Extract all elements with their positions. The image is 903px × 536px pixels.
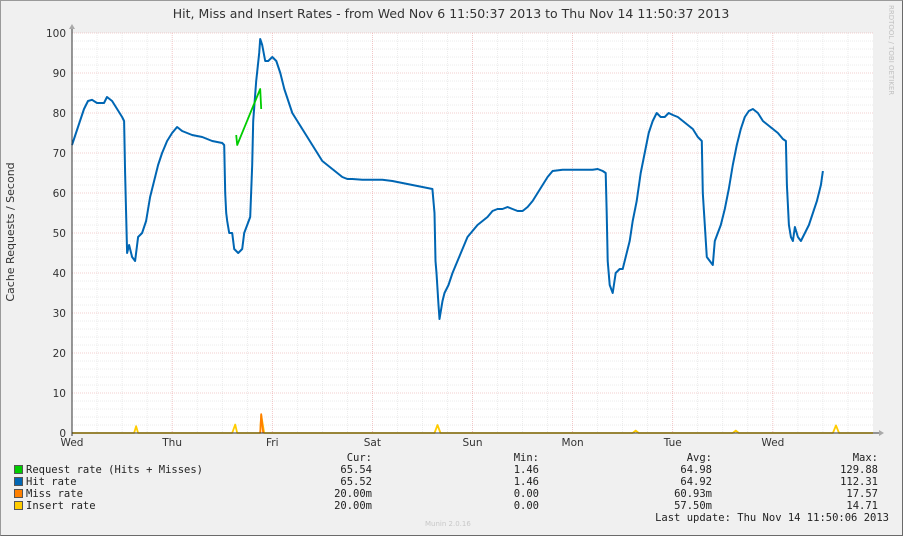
legend-label: Hit rate [26,476,77,488]
series-request-rate-hits-misses [235,88,263,146]
x-tick-label: Tue [663,437,682,449]
legend-cur: 65.52 [340,476,372,488]
col-header-max: Max: [852,452,878,464]
x-tick-label: Fri [266,437,279,449]
legend-cur: 20.00m [334,500,372,512]
y-tick-label: 60 [53,188,66,200]
series-hit-rate [71,38,824,320]
series-miss-rate [259,413,265,434]
x-tick-label: Sat [364,437,381,449]
legend-min: 0.00 [513,500,539,512]
y-tick-label: 90 [53,68,66,80]
col-header-min: Min: [513,452,539,464]
y-tick-label: 70 [53,148,66,160]
legend-label: Miss rate [26,488,83,500]
col-header-avg: Avg: [686,452,712,464]
legend-avg: 60.93m [674,488,712,500]
legend-max: 129.88 [840,464,878,476]
legend-label: Insert rate [26,500,96,512]
legend-swatch-hit-rate [14,476,23,486]
chart-title: Hit, Miss and Insert Rates - from Wed No… [173,6,730,21]
legend-swatch-insert-rate [14,500,23,510]
legend-row-insert-rate: Insert rate 20.00m 0.00 57.50m 14.71 [14,500,878,512]
legend-cur: 65.54 [340,464,372,476]
legend-min: 1.46 [513,476,539,488]
legend-label: Request rate (Hits + Misses) [26,464,204,476]
y-axis-arrow [69,24,75,29]
legend-swatch-miss-rate [14,488,23,498]
legend-cur: 20.00m [334,488,372,500]
munin-version-text: Munin 2.0.16 [425,520,471,528]
legend-avg: 64.98 [680,464,712,476]
x-tick-label: Thu [161,437,182,449]
rrdtool-watermark: RRDTOOL / TOBI OETIKER [887,5,895,95]
y-tick-label: 10 [53,388,66,400]
y-tick-label: 0 [59,428,66,440]
y-tick-label: 50 [53,228,66,240]
x-tick-label: Wed [61,437,84,449]
legend-row-hit-rate: Hit rate 65.52 1.46 64.92 112.31 [14,476,878,488]
legend-min: 1.46 [513,464,539,476]
legend-row-request-rate: Request rate (Hits + Misses) 65.54 1.46 … [14,464,878,476]
y-tick-label: 30 [53,308,66,320]
legend-max: 112.31 [840,476,878,488]
y-axis-label: Cache Requests / Second [4,162,17,301]
x-axis-arrow [879,430,884,436]
legend-max: 17.57 [846,488,878,500]
legend-avg: 64.92 [680,476,712,488]
legend-avg: 57.50m [674,500,712,512]
x-tick-label: Sun [463,437,483,449]
y-tick-label: 80 [53,108,66,120]
legend-min: 0.00 [513,488,539,500]
y-tick-label: 40 [53,268,66,280]
rate-chart: Hit, Miss and Insert Rates - from Wed No… [4,5,895,449]
legend-max: 14.71 [846,500,878,512]
legend-swatch-request-rate [14,464,23,474]
col-header-cur: Cur: [346,452,372,464]
x-tick-label: Mon [562,437,584,449]
legend-row-miss-rate: Miss rate 20.00m 0.00 60.93m 17.57 [14,488,878,500]
y-tick-label: 100 [46,28,66,40]
x-tick-label: Wed [761,437,784,449]
last-update-text: Last update: Thu Nov 14 11:50:06 2013 [655,512,889,524]
y-tick-label: 20 [53,348,66,360]
